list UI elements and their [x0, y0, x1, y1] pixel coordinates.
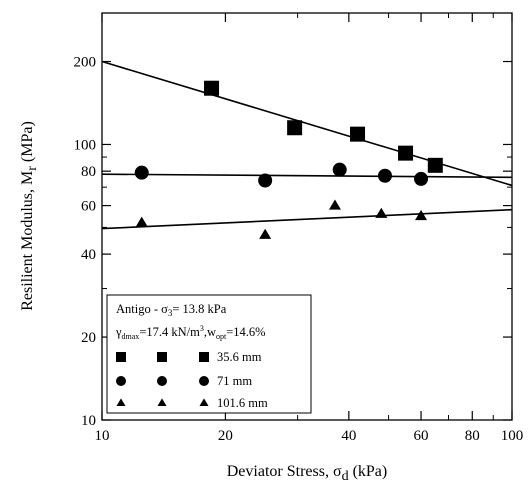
axis-tick-labels: 10 20 40 60 80 100 10 20 40 60 80 100 200	[74, 55, 524, 444]
legend-square-marker	[116, 352, 126, 362]
y-axis-label: Resilient Modulus, Mr (MPa)	[19, 121, 40, 311]
legend-triangle-marker	[116, 398, 126, 407]
data-markers	[134, 80, 443, 239]
legend-square-marker	[157, 352, 167, 362]
y-tick-label: 10	[81, 413, 96, 429]
circle-point	[258, 173, 273, 188]
x-axis-label: Deviator Stress, σd (kPa)	[227, 463, 387, 484]
legend-triangle-marker	[199, 398, 209, 407]
legend-label: 71 mm	[217, 374, 252, 388]
square-point	[398, 145, 414, 161]
legend-circle-marker	[116, 376, 126, 386]
circle-point	[377, 168, 392, 183]
triangle-point	[328, 199, 341, 210]
y-tick-label: 40	[81, 247, 96, 263]
legend-title: Antigo - σ3= 13.8 kPa	[116, 302, 227, 318]
fit-line-series-0	[101, 60, 513, 187]
y-axis-label-subscript: r	[25, 166, 40, 171]
fit-lines	[101, 60, 513, 230]
x-tick-label: 10	[95, 428, 110, 444]
legend-square-marker	[199, 352, 209, 362]
circle-point	[134, 165, 149, 180]
y-tick-label: 200	[74, 55, 97, 71]
triangle-point	[415, 209, 428, 221]
axis-ticks	[101, 13, 513, 421]
square-point	[287, 120, 303, 136]
x-tick-label: 80	[465, 428, 480, 444]
legend: Antigo - σ3= 13.8 kPa γdmax=17.4 kN/m3,w…	[106, 294, 312, 414]
legend-entries: 35.6 mm 71 mm 101.6 mm	[116, 350, 268, 410]
y-tick-label: 20	[81, 330, 96, 346]
legend-label: 35.6 mm	[217, 350, 262, 364]
x-tick-label: 40	[341, 428, 356, 444]
square-point	[204, 80, 220, 96]
x-tick-label: 100	[501, 428, 524, 444]
legend-label: 101.6 mm	[217, 396, 268, 410]
y-tick-label: 60	[81, 199, 96, 215]
triangle-point	[259, 228, 272, 239]
legend-circle-marker	[157, 376, 167, 386]
fit-line-series-1	[101, 173, 513, 179]
square-point	[427, 157, 443, 173]
legend-triangle-marker	[157, 398, 167, 407]
plot-frame	[101, 12, 513, 421]
triangle-point	[135, 216, 148, 227]
x-axis-label-subscript: d	[342, 469, 349, 484]
legend-circle-marker	[199, 376, 209, 386]
x-tick-label: 60	[414, 428, 429, 444]
circle-point	[414, 171, 429, 186]
y-tick-label: 80	[81, 164, 96, 180]
fit-line-series-2	[101, 208, 513, 230]
circle-point	[332, 162, 347, 177]
x-tick-label: 20	[218, 428, 233, 444]
legend-properties: γdmax=17.4 kN/m3,wopt=14.6%	[115, 324, 266, 341]
square-point	[350, 126, 366, 142]
triangle-point	[375, 207, 388, 218]
y-tick-label: 100	[74, 137, 97, 153]
